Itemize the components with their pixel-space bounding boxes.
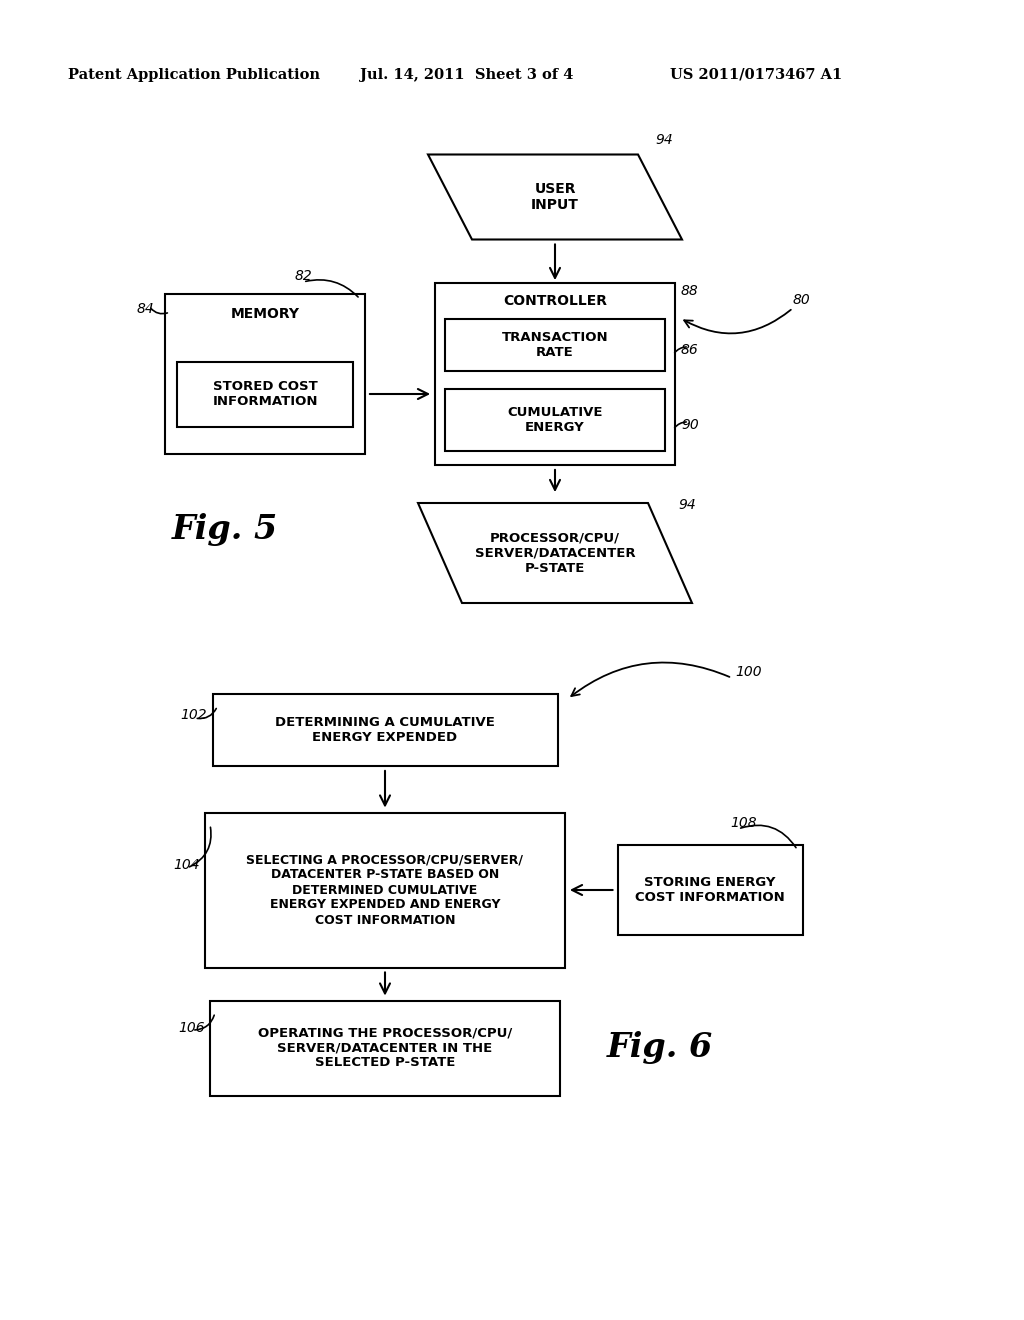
Text: Fig. 5: Fig. 5 [172, 513, 279, 546]
Bar [205, 813, 565, 968]
Bar [165, 294, 365, 454]
Text: Jul. 14, 2011  Sheet 3 of 4: Jul. 14, 2011 Sheet 3 of 4 [360, 69, 573, 82]
Text: 104: 104 [173, 858, 200, 873]
Text: MEMORY: MEMORY [230, 308, 299, 321]
Text: 100: 100 [735, 665, 762, 678]
Text: Fig. 6: Fig. 6 [607, 1031, 713, 1064]
Polygon shape [418, 503, 692, 603]
Text: 86: 86 [681, 343, 698, 356]
Bar [435, 282, 675, 465]
Text: STORED COST
INFORMATION: STORED COST INFORMATION [212, 380, 317, 408]
Text: 108: 108 [730, 816, 757, 830]
Bar [210, 1001, 560, 1096]
Bar [177, 362, 353, 426]
Text: TRANSACTION
RATE: TRANSACTION RATE [502, 331, 608, 359]
Text: SELECTING A PROCESSOR/CPU/SERVER/
DATACENTER P-STATE BASED ON
DETERMINED CUMULAT: SELECTING A PROCESSOR/CPU/SERVER/ DATACE… [247, 854, 523, 927]
Text: CONTROLLER: CONTROLLER [503, 294, 607, 308]
Bar [617, 845, 803, 935]
Text: 80: 80 [793, 293, 811, 308]
Text: USER
INPUT: USER INPUT [531, 182, 579, 213]
Text: Patent Application Publication: Patent Application Publication [68, 69, 319, 82]
Text: STORING ENERGY
COST INFORMATION: STORING ENERGY COST INFORMATION [635, 876, 784, 904]
Text: 88: 88 [681, 284, 698, 298]
Polygon shape [428, 154, 682, 239]
Text: 94: 94 [655, 132, 673, 147]
Text: 102: 102 [180, 708, 207, 722]
Text: PROCESSOR/CPU/
SERVER/DATACENTER
P-STATE: PROCESSOR/CPU/ SERVER/DATACENTER P-STATE [475, 532, 635, 574]
Text: CUMULATIVE
ENERGY: CUMULATIVE ENERGY [507, 407, 603, 434]
Text: 84: 84 [137, 302, 155, 315]
Text: DETERMINING A CUMULATIVE
ENERGY EXPENDED: DETERMINING A CUMULATIVE ENERGY EXPENDED [275, 715, 495, 744]
Text: 94: 94 [678, 498, 695, 512]
Bar [445, 389, 665, 451]
Text: 90: 90 [681, 418, 698, 432]
Text: 82: 82 [295, 269, 312, 282]
Text: US 2011/0173467 A1: US 2011/0173467 A1 [670, 69, 843, 82]
Bar [213, 694, 557, 766]
Text: OPERATING THE PROCESSOR/CPU/
SERVER/DATACENTER IN THE
SELECTED P-STATE: OPERATING THE PROCESSOR/CPU/ SERVER/DATA… [258, 1027, 512, 1069]
Bar [445, 319, 665, 371]
Text: 106: 106 [178, 1020, 205, 1035]
